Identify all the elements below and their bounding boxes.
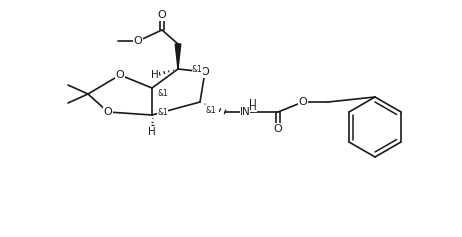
Text: H: H	[151, 70, 159, 80]
Text: O: O	[116, 70, 124, 80]
Text: &1: &1	[157, 88, 168, 97]
Text: O: O	[103, 107, 112, 117]
Text: H: H	[249, 99, 257, 109]
Text: &1: &1	[192, 64, 203, 73]
Text: O: O	[298, 97, 307, 107]
Text: H: H	[249, 102, 257, 112]
Text: O: O	[274, 124, 282, 134]
Text: O: O	[201, 67, 209, 77]
Text: &1: &1	[205, 105, 216, 114]
Text: &1: &1	[157, 108, 168, 117]
Text: H: H	[148, 127, 156, 137]
Polygon shape	[175, 44, 181, 69]
Text: N: N	[242, 107, 250, 117]
Text: O: O	[158, 10, 166, 20]
Text: N: N	[240, 107, 248, 117]
Text: O: O	[134, 36, 142, 46]
